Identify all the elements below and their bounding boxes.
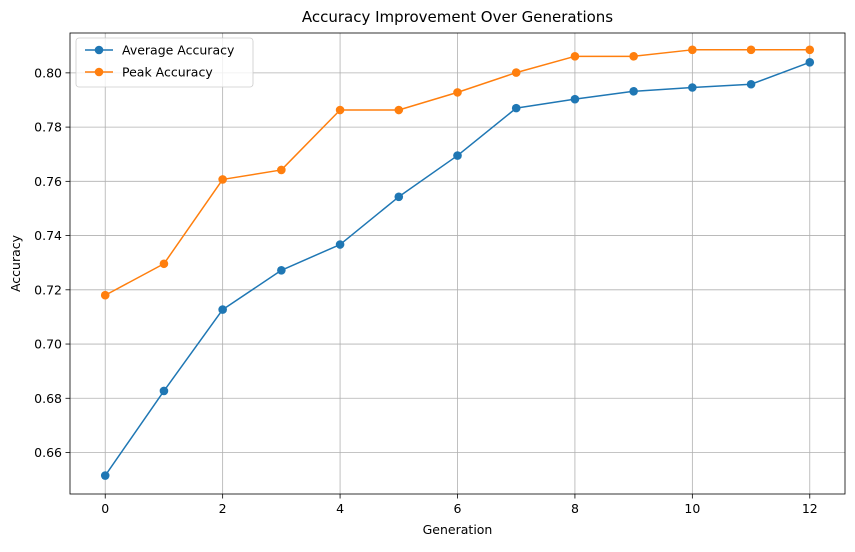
y-tick-label: 0.76 bbox=[34, 174, 62, 189]
grid-lines bbox=[70, 33, 845, 494]
data-point-peak-accuracy bbox=[394, 105, 404, 115]
legend-marker-peak-accuracy bbox=[94, 67, 104, 77]
data-point-average-accuracy bbox=[394, 192, 404, 202]
x-tick-label: 8 bbox=[571, 501, 579, 516]
series-layer bbox=[100, 45, 815, 480]
data-point-average-accuracy bbox=[688, 83, 697, 92]
x-tick-label: 10 bbox=[684, 501, 700, 516]
x-tick-label: 0 bbox=[101, 501, 109, 516]
data-point-peak-accuracy bbox=[570, 52, 580, 61]
data-point-average-accuracy bbox=[453, 151, 462, 160]
legend-label-average-accuracy: Average Accuracy bbox=[122, 43, 235, 58]
x-tick-label: 6 bbox=[454, 501, 462, 516]
data-point-average-accuracy bbox=[570, 94, 580, 104]
data-point-peak-accuracy bbox=[453, 88, 462, 97]
legend-label-peak-accuracy: Peak Accuracy bbox=[122, 65, 213, 80]
data-point-peak-accuracy bbox=[335, 105, 345, 115]
data-point-average-accuracy bbox=[629, 87, 638, 96]
legend-item-average-accuracy: Average Accuracy bbox=[85, 43, 235, 58]
data-point-peak-accuracy bbox=[277, 165, 286, 175]
chart-title: Accuracy Improvement Over Generations bbox=[302, 8, 613, 26]
data-point-average-accuracy bbox=[511, 103, 521, 113]
x-tick-label: 2 bbox=[219, 501, 227, 516]
data-point-average-accuracy bbox=[100, 471, 110, 480]
y-tick-label: 0.72 bbox=[34, 282, 62, 297]
data-point-average-accuracy bbox=[335, 240, 345, 249]
legend-marker-average-accuracy bbox=[94, 45, 104, 55]
data-point-average-accuracy bbox=[805, 57, 815, 67]
x-tick-label: 4 bbox=[336, 501, 344, 516]
data-point-peak-accuracy bbox=[159, 259, 169, 269]
y-tick-label: 0.68 bbox=[34, 391, 62, 406]
y-tick-label: 0.70 bbox=[34, 337, 62, 352]
data-point-peak-accuracy bbox=[511, 68, 521, 77]
data-point-average-accuracy bbox=[746, 79, 756, 89]
legend-box bbox=[75, 37, 254, 88]
y-tick-label: 0.74 bbox=[34, 228, 62, 243]
data-point-peak-accuracy bbox=[629, 52, 638, 61]
y-tick-label: 0.78 bbox=[34, 120, 62, 135]
y-axis-label: Accuracy bbox=[8, 234, 23, 292]
data-point-average-accuracy bbox=[218, 305, 227, 314]
legend: Average Accuracy Peak Accuracy bbox=[75, 37, 254, 88]
data-point-peak-accuracy bbox=[746, 45, 756, 55]
y-tick-label: 0.80 bbox=[34, 65, 62, 80]
axis-ticks: 0 2 4 6 8 10 12 0.66 0.68 0.70 0.72 0.74 0.76 0.78 0.8… bbox=[34, 65, 818, 516]
y-tick-label: 0.66 bbox=[34, 445, 62, 460]
x-axis-label: Generation bbox=[423, 522, 493, 537]
data-point-peak-accuracy bbox=[100, 290, 110, 300]
legend-item-peak-accuracy: Peak Accuracy bbox=[85, 65, 213, 80]
data-point-peak-accuracy bbox=[218, 175, 227, 184]
data-point-peak-accuracy bbox=[688, 45, 697, 55]
data-point-average-accuracy bbox=[159, 386, 169, 396]
data-point-peak-accuracy bbox=[805, 45, 815, 55]
data-point-average-accuracy bbox=[277, 265, 286, 275]
x-tick-label: 12 bbox=[802, 501, 818, 516]
